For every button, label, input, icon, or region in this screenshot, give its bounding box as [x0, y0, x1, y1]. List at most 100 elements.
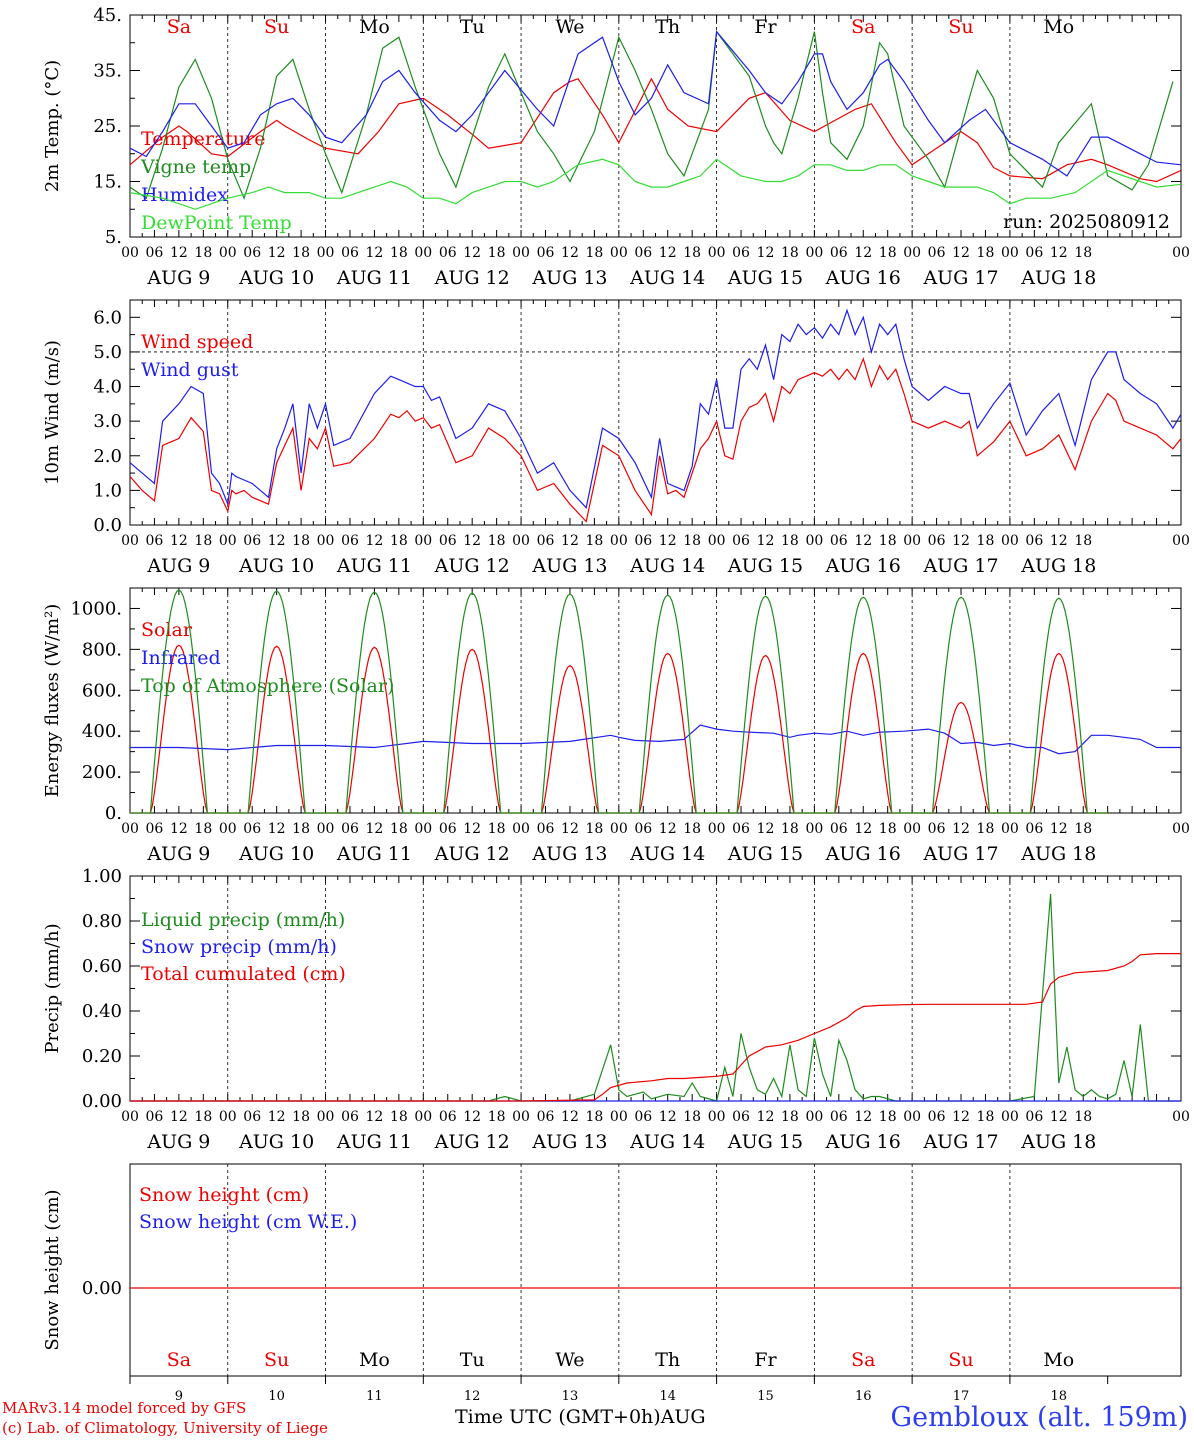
hour-tick-label: 12 — [952, 533, 970, 549]
hour-tick-label: 06 — [537, 821, 555, 837]
hour-tick-label: 00 — [1172, 533, 1190, 549]
date-label: AUG 9 — [146, 1131, 210, 1153]
hour-tick-label: 18 — [194, 821, 212, 837]
hour-tick-label: 06 — [1025, 245, 1043, 261]
hour-tick-label: 18 — [683, 1109, 701, 1125]
hour-tick-label: 18 — [683, 533, 701, 549]
hour-tick-label: 00 — [903, 533, 921, 549]
hour-tick-label: 00 — [317, 1109, 335, 1125]
hour-tick-label: 12 — [1050, 245, 1068, 261]
bottom-day-number: 10 — [268, 1389, 285, 1404]
panel-1-series-blue-line — [129, 308, 1182, 509]
hour-tick-label: 06 — [1025, 533, 1043, 549]
panel-3-ytick-label: 0.00 — [82, 1091, 122, 1112]
panel-1-ytick-label: 0.0 — [93, 515, 122, 536]
hour-tick-label: 12 — [757, 245, 775, 261]
hour-tick-label: 18 — [879, 821, 897, 837]
bottom-day-number: 14 — [659, 1389, 676, 1404]
panel-3-ytick-label: 0.20 — [82, 1046, 122, 1067]
day-name-bottom: Mo — [359, 1349, 390, 1371]
hour-tick-label: 06 — [634, 245, 652, 261]
hour-tick-label: 18 — [781, 533, 799, 549]
panel-1-legend-blue: Wind gust — [141, 359, 239, 381]
hour-tick-label: 06 — [146, 1109, 164, 1125]
hour-tick-label: 06 — [928, 245, 946, 261]
hour-tick-label: 06 — [537, 1109, 555, 1125]
panel-0-ytick-label: 25. — [93, 116, 122, 137]
hour-tick-label: 00 — [1001, 245, 1019, 261]
hour-tick-label: 12 — [170, 1109, 188, 1125]
hour-tick-label: 12 — [1050, 1109, 1068, 1125]
date-label: AUG 15 — [727, 555, 803, 577]
hour-tick-label: 12 — [463, 533, 481, 549]
hour-tick-label: 18 — [977, 245, 995, 261]
panel-1-legend-red: Wind speed — [141, 331, 253, 353]
hour-tick-label: 06 — [732, 245, 750, 261]
panel-3-legend-blue: Snow precip (mm/h) — [141, 936, 337, 958]
panel-1-ytick-label: 4.0 — [93, 377, 122, 398]
date-label: AUG 12 — [434, 843, 510, 865]
hour-tick-label: 12 — [757, 1109, 775, 1125]
panel-2-ylabel: Energy fluxes (W/m²) — [42, 604, 63, 798]
hour-tick-label: 06 — [243, 533, 261, 549]
station-label: Gembloux (alt. 159m) — [890, 1402, 1188, 1433]
date-label: AUG 11 — [336, 267, 412, 289]
bottom-day-number: 9 — [175, 1389, 183, 1404]
bottom-day-number: 11 — [366, 1389, 383, 1404]
hour-tick-label: 18 — [390, 533, 408, 549]
hour-tick-label: 18 — [977, 533, 995, 549]
panel-1-ytick-label: 5.0 — [93, 342, 122, 363]
date-label: AUG 10 — [238, 267, 314, 289]
hour-tick-label: 06 — [928, 1109, 946, 1125]
hour-tick-label: 00 — [1172, 1109, 1190, 1125]
hour-tick-label: 18 — [292, 821, 310, 837]
hour-tick-label: 00 — [708, 245, 726, 261]
hour-tick-label: 18 — [585, 821, 603, 837]
panel-1-series-red-line — [129, 356, 1182, 523]
hour-tick-label: 18 — [585, 533, 603, 549]
panel-2-ytick-label: 200. — [82, 762, 122, 783]
hour-tick-label: 00 — [903, 821, 921, 837]
date-label: AUG 16 — [825, 267, 901, 289]
bottom-day-number: 18 — [1051, 1389, 1068, 1404]
day-name-top: Su — [264, 16, 289, 38]
day-name-bottom: We — [555, 1349, 584, 1371]
panel-3-ytick-label: 0.60 — [82, 956, 122, 977]
date-label: AUG 13 — [531, 267, 607, 289]
date-label: AUG 9 — [146, 555, 210, 577]
hour-tick-label: 18 — [390, 245, 408, 261]
date-label: AUG 16 — [825, 843, 901, 865]
hour-tick-label: 12 — [463, 245, 481, 261]
panel-1-ytick-label: 1.0 — [93, 480, 122, 501]
hour-tick-label: 12 — [366, 821, 384, 837]
hour-tick-label: 18 — [292, 245, 310, 261]
date-label: AUG 10 — [238, 843, 314, 865]
panel-0-ytick-label: 35. — [93, 61, 122, 82]
hour-tick-label: 00 — [121, 821, 139, 837]
hour-tick-label: 00 — [903, 245, 921, 261]
hour-tick-label: 12 — [1050, 821, 1068, 837]
panel-3-ytick-label: 1.00 — [82, 866, 122, 887]
hour-tick-label: 06 — [830, 245, 848, 261]
date-label: AUG 11 — [336, 1131, 412, 1153]
panel-2-ytick-label: 800. — [82, 639, 122, 660]
hour-tick-label: 00 — [610, 821, 628, 837]
panel-0-frame — [129, 14, 1182, 238]
hour-tick-label: 06 — [146, 533, 164, 549]
hour-tick-label: 18 — [1074, 245, 1092, 261]
day-name-top: Tu — [460, 16, 485, 38]
hour-tick-label: 06 — [1025, 821, 1043, 837]
hour-tick-label: 06 — [537, 245, 555, 261]
hour-tick-label: 00 — [512, 533, 530, 549]
hour-tick-label: 00 — [121, 245, 139, 261]
hour-tick-label: 12 — [659, 821, 677, 837]
hour-tick-label: 12 — [952, 245, 970, 261]
hour-tick-label: 12 — [170, 533, 188, 549]
hour-tick-label: 12 — [366, 533, 384, 549]
hour-tick-label: 00 — [610, 1109, 628, 1125]
date-label: AUG 10 — [238, 1131, 314, 1153]
panel-1-ytick-label: 6.0 — [93, 307, 122, 328]
date-label: AUG 15 — [727, 267, 803, 289]
hour-tick-label: 00 — [805, 533, 823, 549]
panel-2-ytick-label: 0. — [105, 803, 122, 824]
